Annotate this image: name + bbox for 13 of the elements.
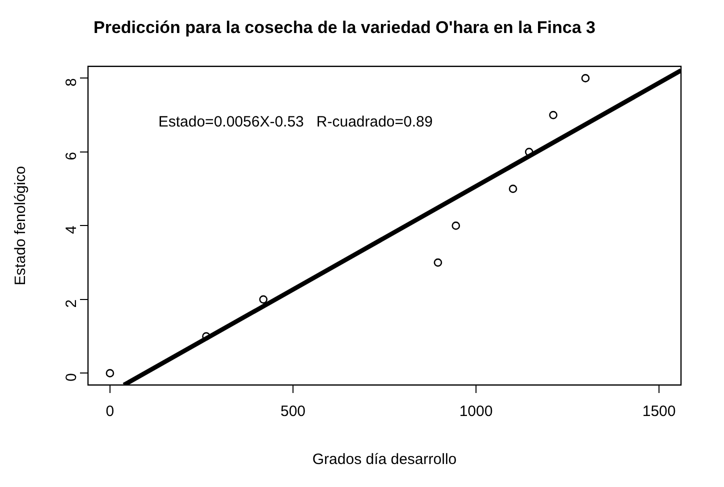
annotation: Estado=0.0056X-0.53 R-cuadrado=0.89 [158, 113, 433, 130]
x-tick-label: 0 [106, 403, 114, 420]
x-tick-label: 1000 [459, 403, 493, 420]
y-axis-title: Estado fenológico [12, 166, 30, 286]
y-tick-label: 6 [63, 152, 80, 160]
y-tick-label: 4 [63, 226, 80, 234]
chart-title: Predicción para la cosecha de la variedad O'hara en la Finca 3 [94, 18, 596, 37]
y-tick-label: 8 [63, 78, 80, 87]
x-tick-label: 1500 [642, 403, 676, 420]
x-axis-title: Grados día desarrollo [312, 451, 457, 468]
y-tick-label: 2 [63, 299, 80, 308]
y-tick-label: 0 [63, 373, 80, 382]
x-tick-label: 500 [280, 403, 306, 420]
